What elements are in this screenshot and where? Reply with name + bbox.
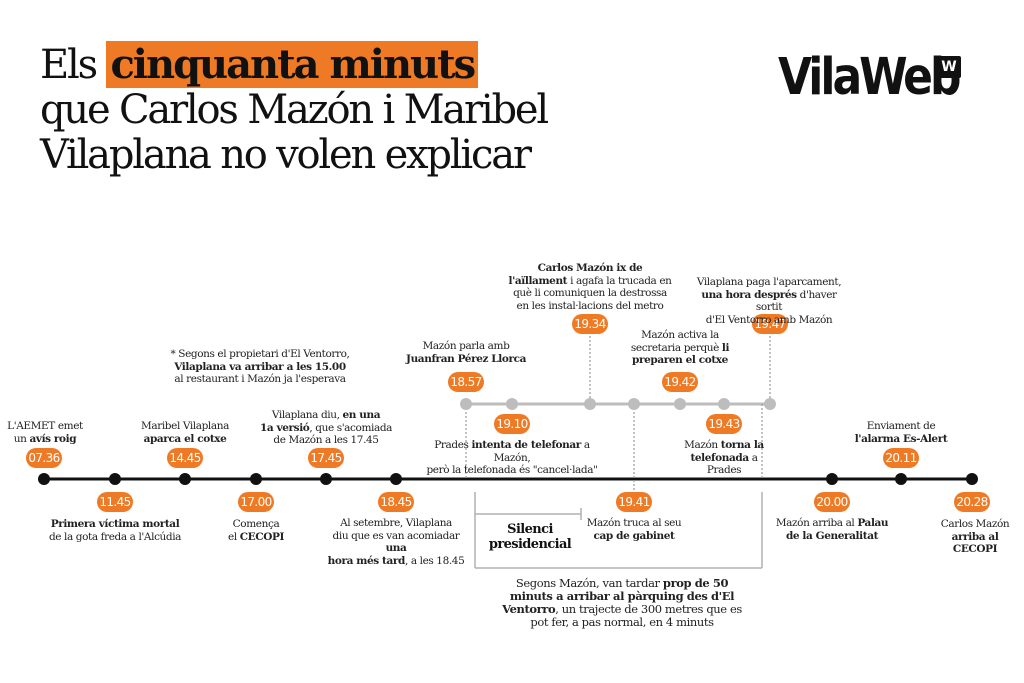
dot-1745 [320,473,332,485]
dot-2028 [966,473,978,485]
dot-0736 [38,473,50,485]
footnote: * Segons el propietari d'El Ventorro, Vi… [170,348,350,385]
dot-2011 [895,473,907,485]
time-pill-1942: 19.42 [662,372,698,392]
time-pill-1857: 18.57 [448,372,484,392]
dot-1145 [109,473,121,485]
silenci-presidencial-label: Silenci presidencial [488,522,572,552]
label-1910: Prades intenta de telefonar a Mazón, per… [426,439,598,476]
label-0736: L'AEMET emet un avís roig [7,420,83,445]
label-2028: Carlos Mazón arriba al CECOPI [940,518,1010,555]
dot-1700 [250,473,262,485]
label-1845: Al setembre, Vilaplana diu que es van ac… [327,517,465,567]
time-pill-2028: 20.28 [954,492,990,512]
dot-1857 [460,398,472,410]
label-2011: Enviament de l'alarma Es-Alert [854,420,948,445]
dot-1947 [764,398,776,410]
label-1445: Maribel Vilaplana aparca el cotxe [141,420,229,445]
time-pill-2000: 20.00 [814,492,850,512]
label-2000: Mazón arriba al Palau de la Generalitat [775,517,889,542]
label-1745: Vilaplana diu, en una 1a versió, que s'a… [260,409,392,446]
label-1934: Carlos Mazón ix de l'aïllament i agafa l… [508,262,672,312]
time-pill-1941: 19.41 [616,492,652,512]
dot-1845 [390,473,402,485]
page-title: Els cinquanta minuts que Carlos Mazón i … [40,41,549,178]
time-pill-1700: 17.00 [238,492,274,512]
time-pill-1910: 19.10 [494,414,530,434]
time-pill-1943: 19.43 [706,414,742,434]
time-pill-1445: 14.45 [167,448,203,468]
title-highlight: cinquanta minuts [106,41,479,88]
label-1145: Primera víctima mortal de la gota freda … [48,518,182,543]
time-pill-1845: 18.45 [378,492,414,512]
bottom-note: Segons Mazón, van tardar prop de 50 minu… [502,576,742,629]
label-1942: Mazón activa la secretaria perquè li pre… [630,329,730,366]
vilaweb-logo: VilaWeb [778,48,961,107]
time-pill-1745: 17.45 [308,448,344,468]
dot-1445 [179,473,191,485]
vilaweb-logo-badge: W [937,56,961,78]
dot-1941 [628,398,640,410]
label-1700: Comença el CECOPI [228,518,284,543]
dot-1910 [506,398,518,410]
dot-1942 [674,398,686,410]
time-pill-1934: 19.34 [572,314,608,334]
dot-1943 [718,398,730,410]
label-1941: Mazón truca al seu cap de gabinet [586,517,682,542]
time-pill-0736: 07.36 [26,448,62,468]
label-1857: Mazón parla amb Juanfran Pérez Llorca [406,340,527,365]
dot-2000 [826,473,838,485]
title-part1: Els [40,42,107,88]
time-pill-1145: 11.45 [97,492,133,512]
label-1943: Mazón torna la telefonada a Prades [684,439,764,476]
dot-1934 [584,398,596,410]
label-1947: Vilaplana paga l'aparcament, una hora de… [696,276,842,326]
title-line2: que Carlos Mazón i Maribel [40,87,549,133]
time-pill-1947: 19.47 [752,314,788,334]
title-line3: Vilaplana no volen explicar [40,132,532,178]
time-pill-2011: 20.11 [883,448,919,468]
